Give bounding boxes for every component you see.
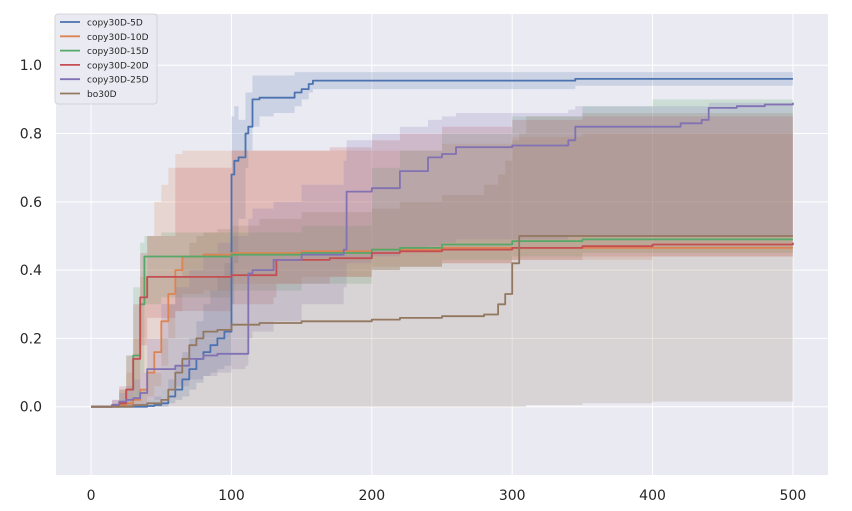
line-copy30d-25d	[91, 102, 794, 408]
y-tick-label: 0.4	[20, 263, 42, 279]
y-tick-label: 0.6	[20, 195, 42, 211]
x-tick-label: 400	[639, 488, 666, 504]
band-copy30d-10d	[91, 133, 793, 407]
y-tick-label: 0.2	[20, 331, 42, 347]
line-copy30d-20d	[91, 242, 794, 408]
x-tick-label: 200	[358, 488, 385, 504]
y-tick-label: 0.0	[20, 400, 42, 416]
band-copy30d-20d	[91, 116, 793, 407]
band-copy30d-25d	[91, 99, 793, 407]
y-tick-label: 0.8	[20, 127, 42, 143]
x-axis-ticks: 0 100 200 300 400 500	[87, 488, 807, 504]
legend-label-bo30d: bo30D	[87, 90, 117, 100]
x-tick-label: 300	[499, 488, 526, 504]
series-lines	[91, 78, 794, 408]
band-bo30d	[91, 113, 793, 407]
legend-label-copy30d-15d: copy30D-15D	[87, 47, 149, 57]
x-tick-label: 0	[87, 488, 96, 504]
grid-lines	[56, 14, 828, 475]
legend: copy30D-5D copy30D-10D copy30D-15D copy30D-…	[54, 13, 158, 105]
x-tick-label: 500	[780, 488, 807, 504]
y-axis-ticks: 0.0 0.2 0.4 0.6 0.8 1.0	[20, 58, 42, 415]
line-bo30d	[91, 235, 793, 408]
legend-label-copy30d-20d: copy30D-20D	[87, 61, 149, 71]
legend-box	[54, 13, 158, 105]
x-tick-label: 100	[218, 488, 245, 504]
legend-label-copy30d-25d: copy30D-25D	[87, 76, 149, 86]
legend-label-copy30d-5d: copy30D-5D	[87, 19, 143, 29]
legend-label-copy30d-10d: copy30D-10D	[87, 33, 149, 43]
y-tick-label: 1.0	[20, 58, 42, 74]
